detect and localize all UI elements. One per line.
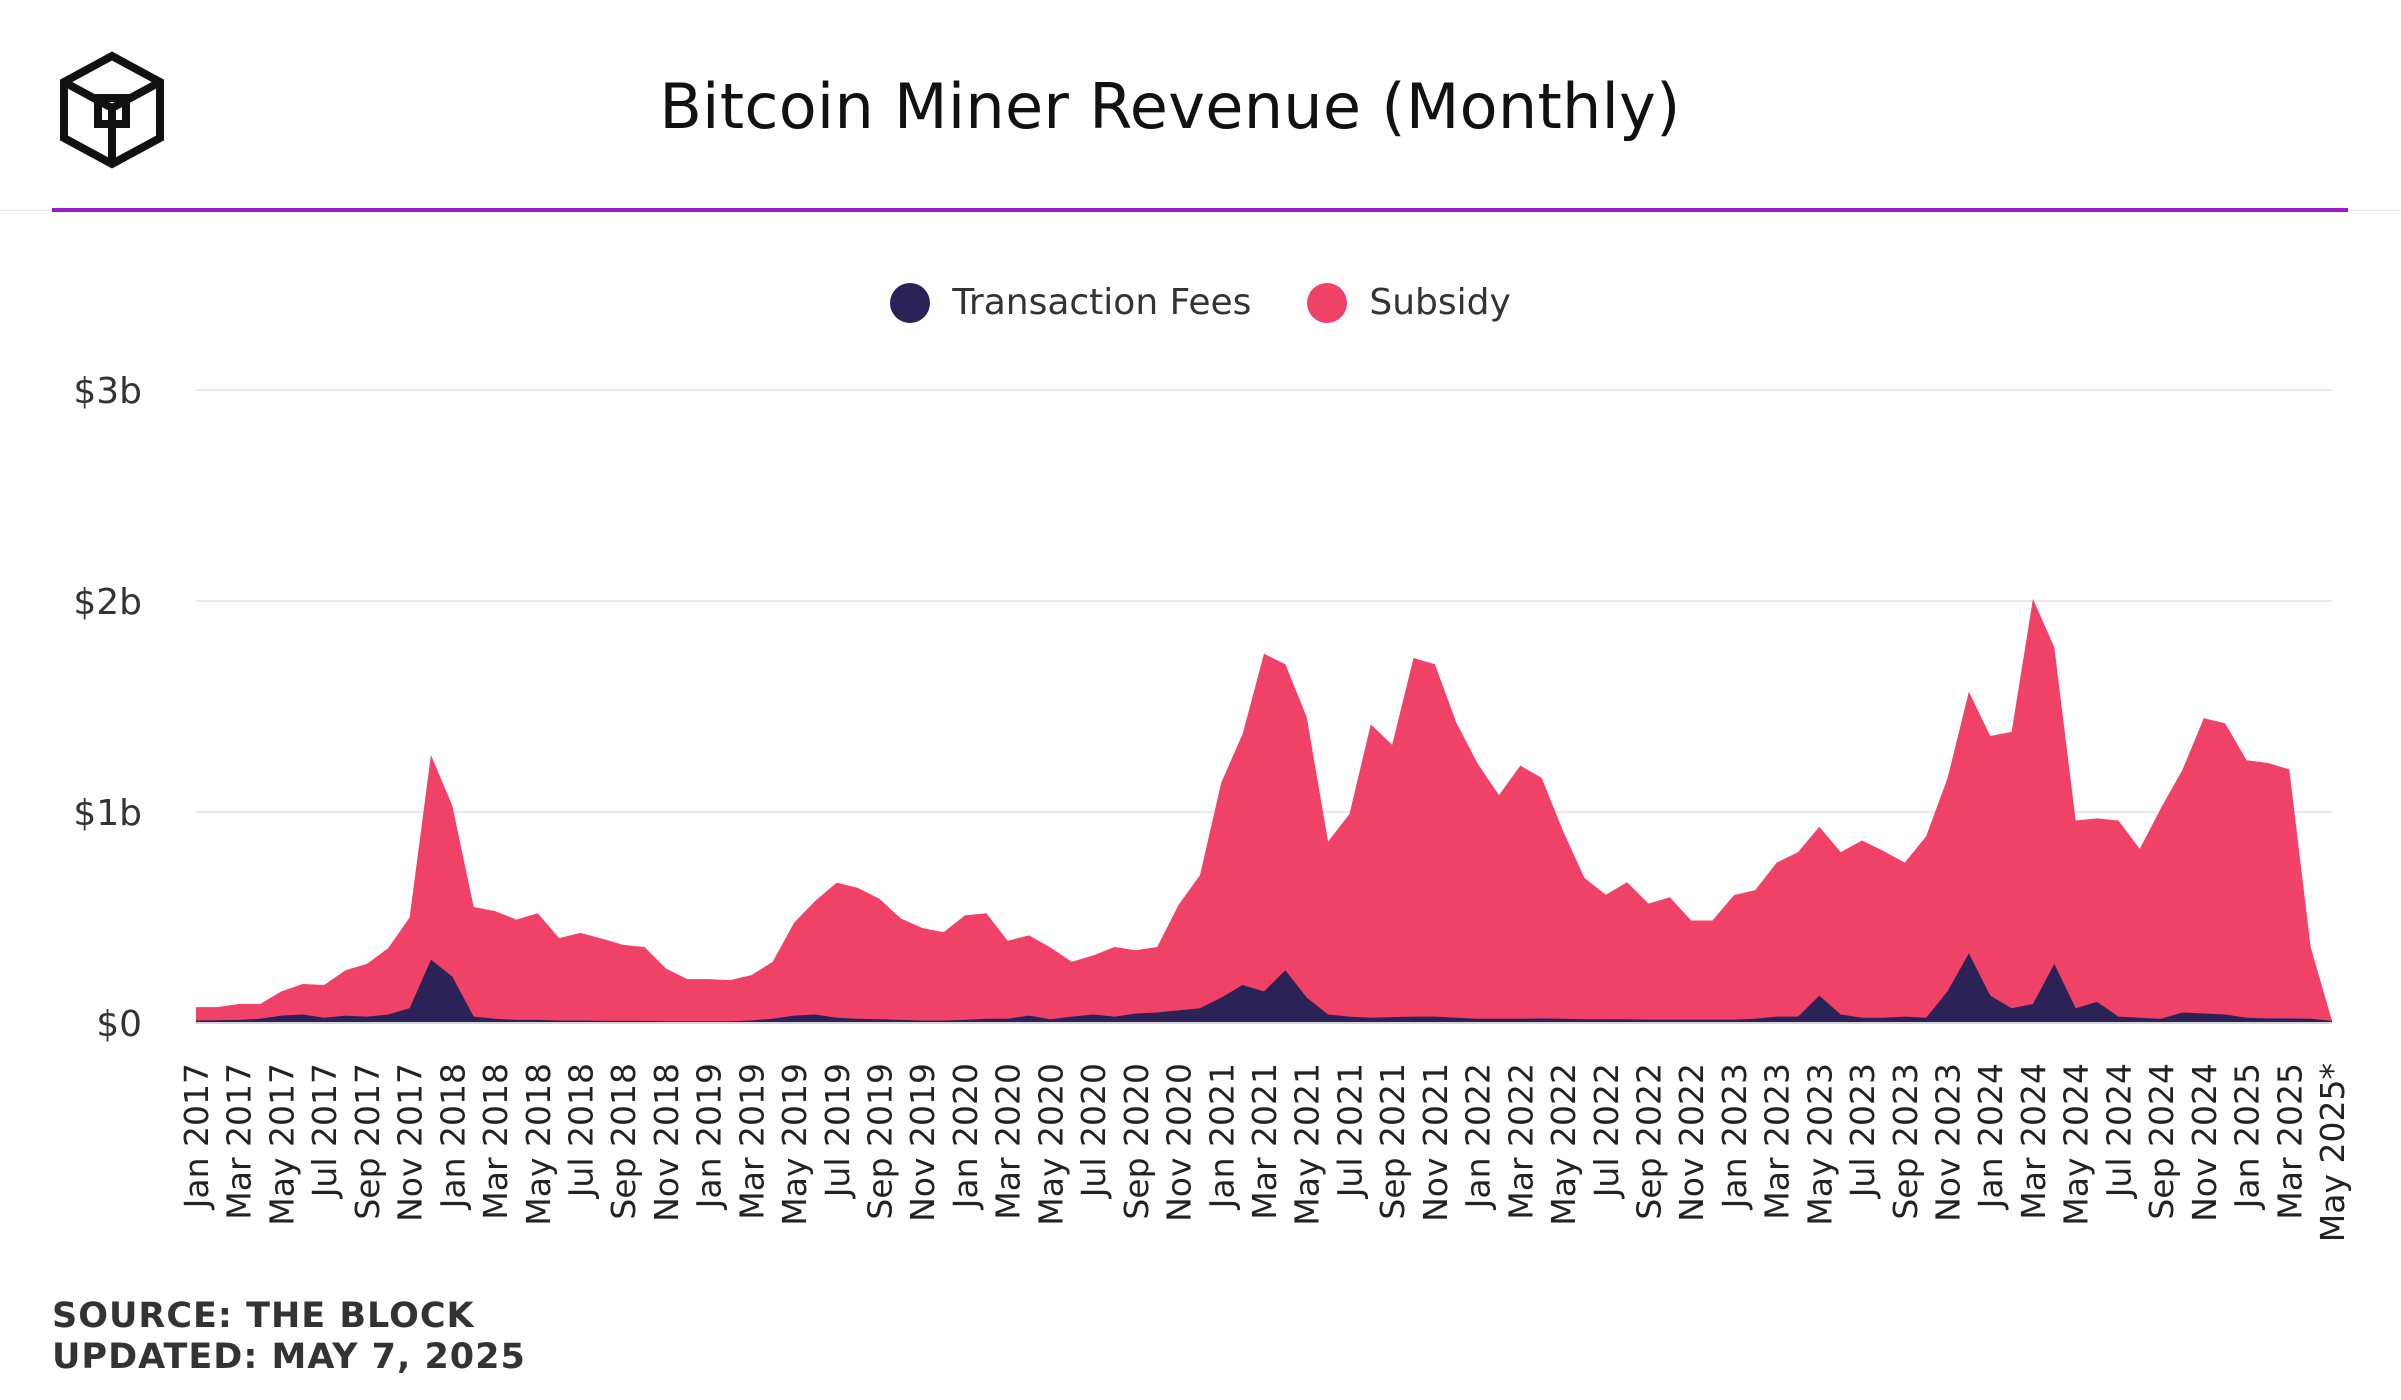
x-tick-label: Sep 2023 [1886,1063,1925,1220]
x-tick-label: Mar 2024 [2014,1063,2053,1220]
x-tick-label: Mar 2025 [2270,1063,2309,1220]
page-title: Bitcoin Miner Revenue (Monthly) [659,70,1681,143]
y-tick-label: $2b [73,582,142,623]
legend-item-fees[interactable]: Transaction Fees [890,282,1251,323]
x-tick-label: Jan 2025 [2228,1063,2267,1210]
x-tick-label: Jul 2019 [818,1063,857,1199]
x-tick-label: Nov 2017 [391,1063,430,1222]
legend-swatch-fees [890,282,931,323]
x-tick-label: Jul 2024 [2099,1063,2138,1199]
x-tick-label: Jan 2024 [1971,1063,2010,1210]
x-tick-label: Jan 2020 [946,1063,985,1210]
x-tick-label: May 2021 [1288,1063,1327,1226]
y-tick-label: $1b [73,793,142,834]
x-tick-label: Sep 2020 [1117,1063,1156,1220]
x-tick-label: Mar 2021 [1245,1063,1284,1220]
footer: SOURCE: THE BLOCK UPDATED: MAY 7, 2025 [52,1296,526,1378]
x-tick-label: May 2018 [519,1063,558,1226]
x-tick-label: Sep 2021 [1373,1063,1412,1220]
x-tick-label: Nov 2019 [903,1063,942,1222]
y-tick-label: $3b [73,371,142,412]
x-tick-label: Mar 2022 [1501,1063,1540,1220]
x-tick-label: Jan 2023 [1715,1063,1754,1210]
x-tick-label: May 2022 [1544,1063,1583,1226]
x-tick-label: Jul 2023 [1843,1063,1882,1199]
x-tick-label: Jul 2021 [1330,1063,1369,1199]
x-tick-label: Jan 2017 [177,1063,216,1210]
x-tick-label: Sep 2024 [2142,1063,2181,1220]
x-tick-label: Mar 2018 [476,1063,515,1220]
x-tick-label: Jan 2021 [1202,1063,1241,1210]
updated-note: UPDATED: MAY 7, 2025 [52,1337,526,1377]
x-tick-label: May 2020 [1031,1063,1070,1226]
x-tick-label: Jan 2018 [433,1063,472,1210]
x-tick-label: Mar 2019 [732,1063,771,1220]
legend-swatch-subsidy [1307,282,1348,323]
x-tick-label: Jan 2022 [1459,1063,1498,1210]
x-tick-label: Nov 2023 [1929,1063,1968,1222]
x-tick-label: May 2023 [1800,1063,1839,1226]
x-tick-label: Jul 2018 [561,1063,600,1199]
x-tick-label: Mar 2017 [220,1063,259,1220]
x-tick-label: Nov 2020 [1160,1063,1199,1222]
x-tick-label: Sep 2019 [861,1063,900,1220]
legend: Transaction Fees Subsidy [0,282,2401,323]
x-tick-label: May 2019 [775,1063,814,1226]
x-tick-label: Jul 2020 [1074,1063,1113,1199]
series-area-subsidy [196,598,2332,1023]
x-tick-label: May 2025* [2313,1063,2352,1242]
x-tick-label: Jul 2022 [1587,1063,1626,1199]
accent-divider [52,208,2348,212]
series-area-transaction-fees [196,953,2332,1023]
x-tick-label: Jul 2017 [305,1063,344,1199]
y-tick-label: $0 [96,1004,142,1045]
x-tick-label: Nov 2024 [2185,1063,2224,1222]
x-tick-label: Nov 2021 [1416,1063,1455,1222]
cube-logo-icon [60,51,164,169]
x-tick-label: Jan 2019 [690,1063,729,1210]
x-tick-label: May 2024 [2057,1063,2096,1226]
source-note: SOURCE: THE BLOCK [52,1296,475,1336]
legend-label-fees: Transaction Fees [952,282,1252,323]
x-tick-label: Sep 2022 [1629,1063,1668,1220]
x-tick-label: Mar 2020 [989,1063,1028,1220]
x-tick-label: Sep 2018 [604,1063,643,1220]
legend-label-subsidy: Subsidy [1369,282,1511,323]
x-tick-label: Mar 2023 [1758,1063,1797,1220]
legend-item-subsidy[interactable]: Subsidy [1307,282,1511,323]
x-tick-label: Sep 2017 [348,1063,387,1220]
x-tick-label: Nov 2018 [647,1063,686,1222]
x-tick-label: May 2017 [262,1063,301,1226]
x-tick-label: Nov 2022 [1672,1063,1711,1222]
